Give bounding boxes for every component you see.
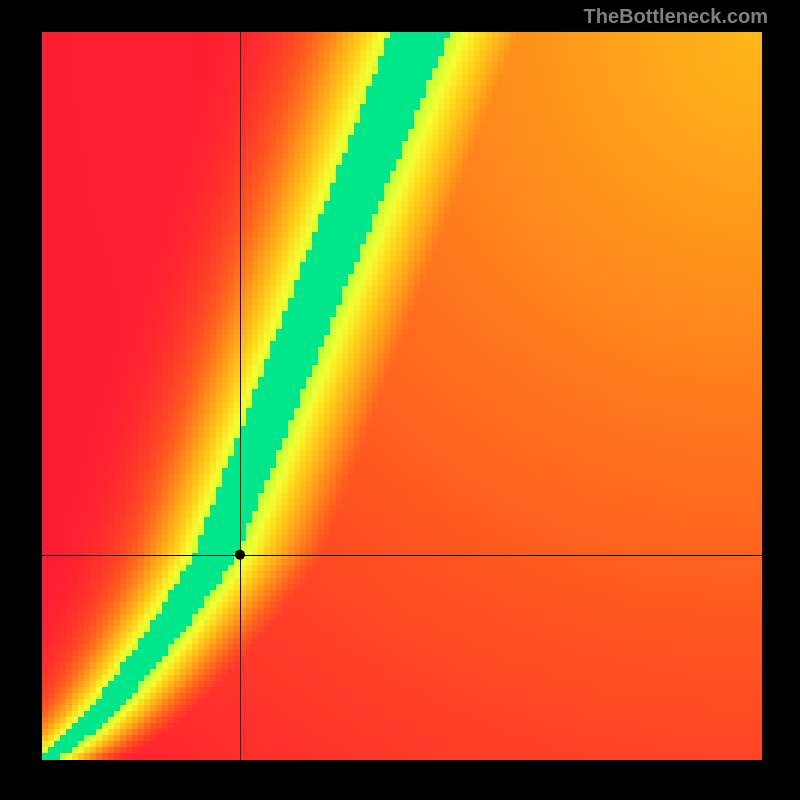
watermark-text: TheBottleneck.com xyxy=(584,6,768,29)
bottleneck-heatmap xyxy=(42,32,762,760)
